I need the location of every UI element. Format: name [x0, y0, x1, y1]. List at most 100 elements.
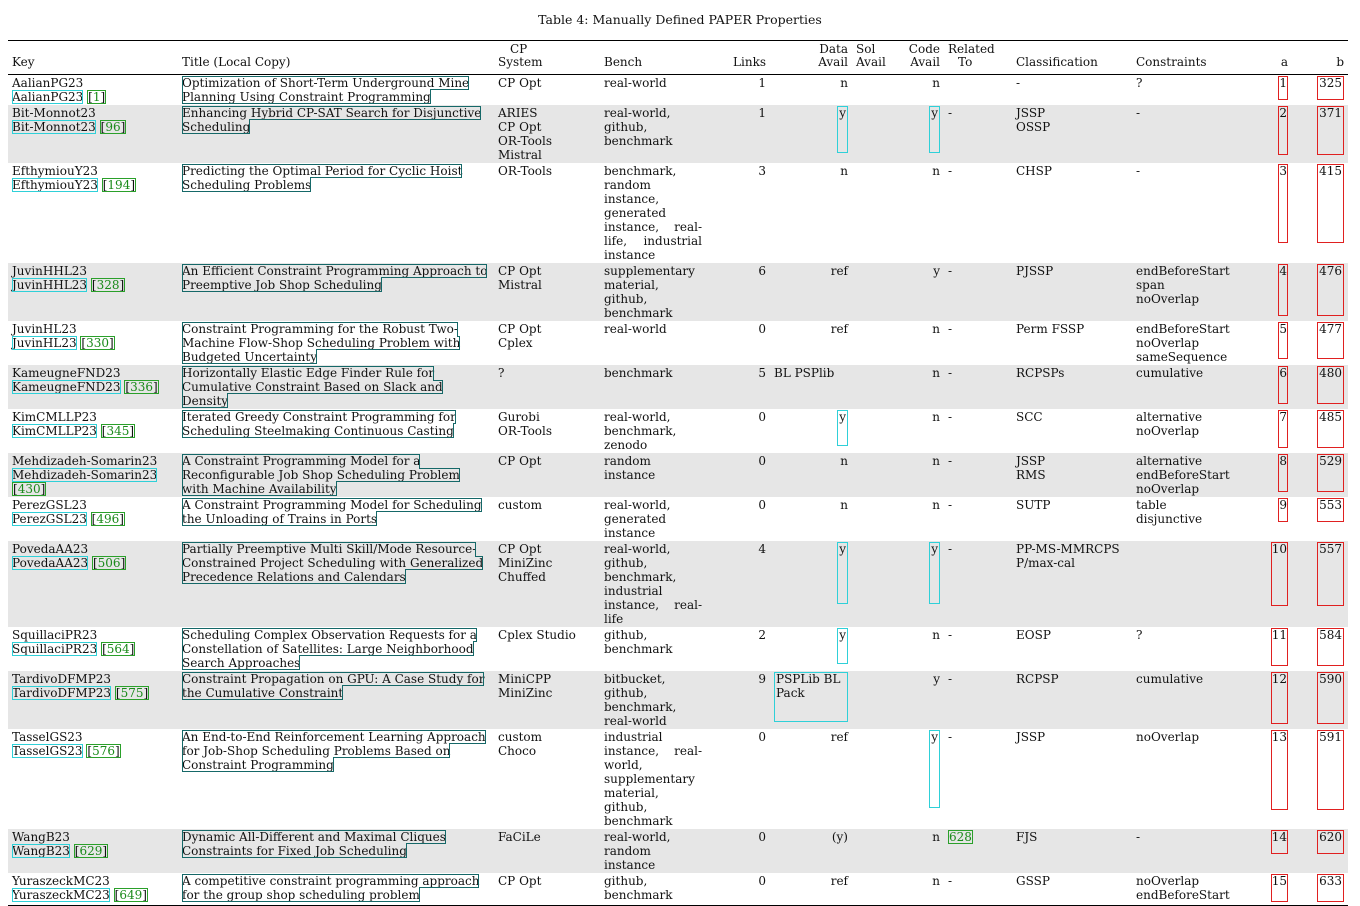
paper-title-link[interactable]: Dynamic All-Different and Maximal Clique…: [182, 830, 446, 858]
index-b-link[interactable]: 557: [1317, 542, 1344, 606]
key-link[interactable]: Mehdizadeh-Somarin23 [430]: [12, 468, 174, 496]
key-link[interactable]: EfthymiouY23 [194]: [12, 178, 174, 192]
index-a-link[interactable]: 9: [1278, 498, 1288, 522]
citation-box[interactable]: [430]: [12, 482, 47, 496]
citation-box[interactable]: [336]: [124, 380, 159, 394]
paper-title-link[interactable]: A competitive constraint programming app…: [182, 874, 480, 902]
index-a-link[interactable]: 3: [1278, 164, 1288, 243]
local-key-link[interactable]: TasselGS23: [12, 744, 83, 758]
local-key-link[interactable]: PerezGSL23: [12, 512, 87, 526]
key-link[interactable]: WangB23 [629]: [12, 844, 174, 858]
paper-title-link[interactable]: Constraint Propagation on GPU: A Case St…: [182, 672, 485, 700]
paper-title-link[interactable]: Horizontally Elastic Edge Finder Rule fo…: [182, 366, 443, 408]
local-key-link[interactable]: JuvinHL23: [12, 336, 77, 350]
key-link[interactable]: SquillaciPR23 [564]: [12, 642, 174, 656]
index-b-link[interactable]: 553: [1317, 498, 1344, 522]
local-key-link[interactable]: EfthymiouY23: [12, 178, 98, 192]
related-value[interactable]: 628: [948, 830, 973, 844]
data-avail-value[interactable]: PSPLib BL Pack: [774, 672, 848, 722]
local-key-link[interactable]: AalianPG23: [12, 90, 84, 104]
key-link[interactable]: TasselGS23 [576]: [12, 744, 174, 758]
paper-title-link[interactable]: An End-to-End Reinforcement Learning App…: [182, 730, 486, 772]
index-b-link[interactable]: 476: [1317, 264, 1344, 316]
citation-ref[interactable]: 328: [96, 278, 120, 292]
citation-ref[interactable]: 496: [96, 512, 120, 526]
citation-box[interactable]: [575]: [114, 686, 150, 700]
index-b-link[interactable]: 415: [1317, 164, 1344, 243]
paper-title-link[interactable]: A Constraint Programming Model for Sched…: [182, 498, 482, 526]
key-link[interactable]: PovedaAA23 [506]: [12, 556, 174, 570]
key-link[interactable]: PerezGSL23 [496]: [12, 512, 174, 526]
index-a-link[interactable]: 15: [1270, 874, 1288, 902]
key-link[interactable]: YuraszeckMC23 [649]: [12, 888, 174, 902]
citation-box[interactable]: [649]: [113, 888, 148, 902]
key-link[interactable]: TardivoDFMP23 [575]: [12, 686, 174, 700]
citation-box[interactable]: [1]: [87, 90, 107, 104]
local-key-link[interactable]: PovedaAA23: [12, 556, 89, 570]
local-key-link[interactable]: KameugneFND23: [12, 380, 121, 394]
citation-ref[interactable]: 194: [107, 178, 131, 192]
citation-box[interactable]: [629]: [73, 844, 109, 858]
local-key-link[interactable]: JuvinHHL23: [12, 278, 88, 292]
index-b-link[interactable]: 584: [1317, 628, 1344, 666]
local-key-link[interactable]: Mehdizadeh-Somarin23: [12, 468, 158, 482]
index-a-link[interactable]: 14: [1270, 830, 1288, 854]
citation-box[interactable]: [330]: [80, 336, 115, 350]
data-avail-value[interactable]: y: [837, 542, 848, 604]
paper-title-link[interactable]: An Efficient Constraint Programming Appr…: [182, 264, 488, 292]
index-b-link[interactable]: 371: [1317, 106, 1344, 155]
paper-title-link[interactable]: Partially Preemptive Multi Skill/Mode Re…: [182, 542, 484, 584]
paper-title-link[interactable]: Scheduling Complex Observation Requests …: [182, 628, 477, 670]
citation-box[interactable]: [564]: [101, 642, 136, 656]
local-key-link[interactable]: Bit-Monnot23: [12, 120, 96, 134]
citation-ref[interactable]: 576: [92, 744, 115, 758]
index-a-link[interactable]: 6: [1278, 366, 1288, 404]
citation-box[interactable]: [328]: [90, 278, 126, 292]
index-b-link[interactable]: 633: [1317, 874, 1344, 902]
paper-title-link[interactable]: Iterated Greedy Constraint Programming f…: [182, 410, 456, 438]
key-link[interactable]: KameugneFND23 [336]: [12, 380, 174, 394]
index-a-link[interactable]: 10: [1270, 542, 1288, 606]
citation-ref[interactable]: 430: [17, 482, 41, 496]
paper-title-link[interactable]: Constraint Programming for the Robust Tw…: [182, 322, 461, 364]
paper-title-link[interactable]: Enhancing Hybrid CP-SAT Search for Disju…: [182, 106, 482, 134]
paper-title-link[interactable]: A Constraint Programming Model for a Rec…: [182, 454, 460, 496]
index-a-link[interactable]: 7: [1278, 410, 1288, 448]
code-avail-value[interactable]: y: [929, 730, 940, 808]
local-key-link[interactable]: SquillaciPR23: [12, 642, 98, 656]
citation-box[interactable]: [194]: [101, 178, 137, 192]
citation-ref[interactable]: 330: [86, 336, 110, 350]
citation-ref[interactable]: 345: [106, 424, 130, 438]
paper-title-link[interactable]: Predicting the Optimal Period for Cyclic…: [182, 164, 463, 192]
citation-box[interactable]: [576]: [86, 744, 121, 758]
citation-ref[interactable]: 564: [106, 642, 130, 656]
index-b-link[interactable]: 591: [1317, 730, 1344, 810]
citation-box[interactable]: [496]: [90, 512, 125, 526]
key-link[interactable]: JuvinHHL23 [328]: [12, 278, 174, 292]
citation-box[interactable]: [96]: [99, 120, 127, 134]
code-avail-value[interactable]: y: [929, 106, 940, 153]
citation-ref[interactable]: 96: [105, 120, 121, 134]
index-b-link[interactable]: 590: [1317, 672, 1344, 724]
citation-ref[interactable]: 629: [79, 844, 103, 858]
citation-ref[interactable]: 336: [130, 380, 153, 394]
key-link[interactable]: JuvinHL23 [330]: [12, 336, 174, 350]
citation-ref[interactable]: 575: [120, 686, 144, 700]
citation-box[interactable]: [345]: [100, 424, 136, 438]
citation-box[interactable]: [506]: [91, 556, 127, 570]
index-a-link[interactable]: 1: [1278, 76, 1288, 100]
key-link[interactable]: AalianPG23 [1]: [12, 90, 174, 104]
index-a-link[interactable]: 13: [1270, 730, 1288, 810]
paper-title-link[interactable]: Optimization of Short-Term Underground M…: [182, 76, 470, 104]
index-b-link[interactable]: 620: [1317, 830, 1344, 854]
index-b-link[interactable]: 485: [1317, 410, 1344, 448]
key-link[interactable]: Bit-Monnot23 [96]: [12, 120, 174, 134]
index-a-link[interactable]: 8: [1278, 454, 1288, 492]
index-a-link[interactable]: 12: [1270, 672, 1288, 724]
local-key-link[interactable]: TardivoDFMP23: [12, 686, 112, 700]
local-key-link[interactable]: KimCMLLP23: [12, 424, 97, 438]
local-key-link[interactable]: YuraszeckMC23: [12, 888, 110, 902]
index-a-link[interactable]: 2: [1278, 106, 1288, 155]
key-link[interactable]: KimCMLLP23 [345]: [12, 424, 174, 438]
index-a-link[interactable]: 4: [1278, 264, 1288, 316]
